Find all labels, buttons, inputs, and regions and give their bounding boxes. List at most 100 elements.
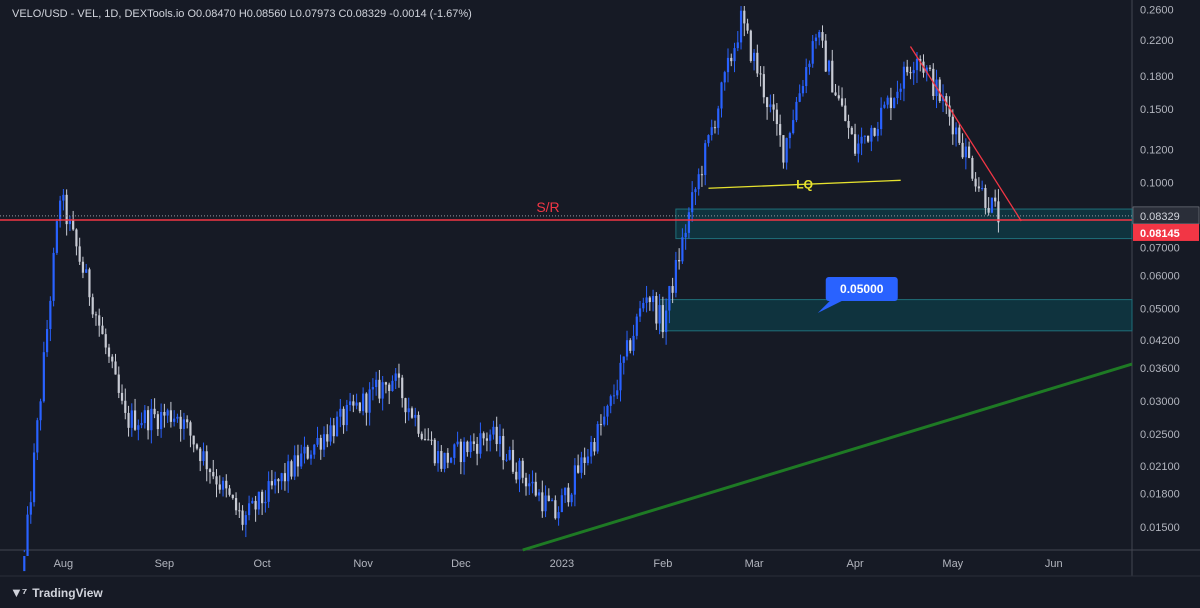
candle-body — [687, 212, 691, 233]
candle-body — [449, 457, 453, 463]
candle-body — [313, 444, 316, 455]
candle-body — [827, 60, 831, 72]
candle — [782, 135, 785, 169]
candle — [801, 80, 805, 97]
candle — [762, 66, 765, 104]
candle-body — [283, 473, 287, 482]
candle — [769, 94, 772, 113]
candle-body — [997, 201, 1000, 223]
candle-body — [88, 269, 91, 298]
candle — [779, 114, 782, 147]
candle-body — [287, 461, 290, 482]
candle — [638, 300, 642, 322]
candle-body — [622, 356, 625, 363]
price-axis[interactable]: 0.2600 0.2200 0.1800 0.1500 0.1200 0.1000 0.07… — [1132, 4, 1200, 534]
candle — [537, 489, 541, 502]
candle-body — [590, 442, 593, 457]
candle-body — [189, 422, 192, 436]
candle — [609, 394, 612, 414]
candle-body — [759, 73, 762, 75]
candle — [436, 440, 440, 472]
tradingview-footer[interactable]: ▼⁷ TradingView — [10, 585, 103, 600]
candle-body — [691, 192, 694, 213]
candle-body — [375, 379, 378, 388]
candle — [928, 64, 932, 72]
zones-layer — [659, 208, 1133, 332]
candle-body — [319, 437, 322, 450]
candle-body — [713, 127, 717, 129]
candle-body — [264, 501, 267, 504]
candle-body — [502, 436, 505, 461]
candle — [739, 6, 743, 50]
candle — [254, 495, 257, 522]
candle-body — [840, 98, 844, 106]
candle — [550, 498, 554, 502]
price-tick-label: 0.2600 — [1140, 4, 1174, 16]
uptrend-line — [522, 362, 1133, 552]
candle — [824, 34, 827, 72]
candle-body — [785, 138, 788, 163]
candle — [231, 494, 234, 500]
candle-body — [212, 472, 215, 477]
candle — [202, 442, 205, 466]
candle — [489, 429, 492, 452]
candle-body — [335, 416, 339, 437]
candle — [720, 81, 723, 118]
candle-body — [179, 416, 182, 429]
candle-body — [479, 433, 482, 454]
candle — [225, 474, 228, 498]
candle — [586, 449, 590, 466]
candle — [101, 316, 104, 335]
candle-body — [401, 377, 404, 399]
candle-body — [968, 146, 971, 158]
candle-body — [720, 82, 723, 109]
candle — [857, 134, 860, 163]
candle-body — [752, 52, 756, 61]
candle-body — [798, 93, 801, 102]
candle-body — [919, 58, 922, 62]
candle-body — [352, 401, 355, 406]
price-tick-label: 0.02500 — [1140, 429, 1180, 441]
candle — [186, 415, 189, 429]
candle-body — [485, 438, 489, 441]
candle — [215, 469, 218, 498]
candle — [954, 122, 958, 147]
candle-body — [290, 461, 293, 477]
symbol-legend: VELO/USD - VEL, 1D, DEXTools.io O0.08470… — [12, 8, 472, 20]
candle-body — [94, 314, 98, 316]
candle — [55, 218, 58, 255]
candle-body — [625, 340, 629, 357]
candle-body — [127, 412, 130, 428]
candle — [326, 424, 329, 448]
candle — [433, 438, 436, 466]
candle-body — [524, 477, 528, 487]
candle-body — [68, 219, 72, 225]
candle — [120, 384, 124, 405]
candle — [798, 84, 801, 103]
candle — [169, 401, 172, 428]
candle-body — [668, 286, 671, 311]
candle-body — [309, 454, 313, 459]
time-axis[interactable]: Aug Sep Oct Nov Dec 2023 Feb Mar Apr May Jun — [54, 558, 1063, 570]
candle-body — [974, 178, 977, 187]
candle — [889, 87, 893, 121]
candle-body — [394, 373, 397, 381]
candle-body — [423, 438, 427, 440]
candle-body — [234, 498, 238, 511]
candle — [733, 42, 736, 73]
candle — [863, 135, 866, 144]
candle — [726, 48, 730, 83]
candle-body — [902, 66, 906, 89]
candle — [247, 495, 251, 521]
price-tick-label: 0.06000 — [1140, 270, 1180, 282]
candle-body — [417, 414, 420, 434]
price-tick-label: 0.07000 — [1140, 242, 1180, 254]
candle — [290, 459, 293, 480]
candle-body — [277, 479, 280, 482]
candle — [759, 66, 762, 87]
candle-body — [518, 460, 521, 480]
candle-body — [91, 297, 94, 315]
candle — [521, 457, 524, 484]
